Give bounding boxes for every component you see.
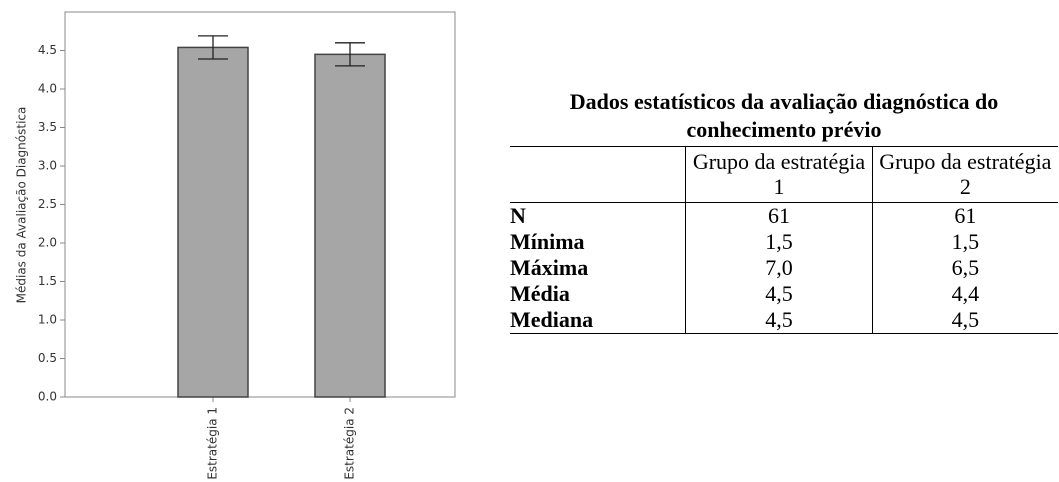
bar (314, 53, 386, 398)
y-tick-label: 1.0 (38, 313, 57, 327)
cell: 4,5 (871, 307, 1058, 334)
chart: Médias da Avaliação Diagnóstica 0.0 0.5 1.… (15, 11, 456, 480)
y-tick-label: 0.5 (38, 351, 57, 365)
corner-cell (510, 146, 686, 203)
cell: 4,4 (871, 281, 1058, 307)
cell: 7,0 (685, 255, 873, 281)
row: N 61 61 (510, 202, 1058, 229)
header-cell: Grupo da estratégia 1 (685, 146, 873, 203)
y-tick-label: 1.5 (38, 274, 57, 288)
row: Média 4,5 4,4 (510, 281, 1058, 307)
y-tick-label: 4.0 (38, 82, 57, 96)
bar (177, 46, 249, 398)
x-tick-label: Estratégia 2 (343, 407, 357, 480)
cell: 4,5 (685, 281, 873, 307)
table: Grupo da estratégia 1 Grupo da estratégia… (510, 146, 1058, 334)
x-tick-label: Estratégia 1 (206, 407, 220, 480)
plot-frame (64, 11, 456, 398)
y-tick-label: 2.0 (38, 236, 57, 250)
cell: 61 (871, 202, 1058, 229)
stats-table: Dados estatísticos da avaliação diagnóst… (510, 88, 1058, 334)
header-cell: Grupo da estratégia 2 (871, 146, 1058, 203)
cell: 4,5 (685, 307, 873, 334)
row-label: N (510, 203, 526, 228)
row-label: Máxima (510, 255, 589, 280)
row: Máxima 7,0 6,5 (510, 255, 1058, 281)
table-title: Dados estatísticos da avaliação diagnóst… (569, 89, 999, 142)
row-label: Média (510, 281, 570, 306)
cell: 1,5 (871, 229, 1058, 255)
row: Mínima 1,5 1,5 (510, 229, 1058, 255)
y-axis-title: Médias da Avaliação Diagnóstica (15, 107, 29, 304)
cell: 61 (685, 202, 873, 229)
y-tick-label: 3.5 (38, 120, 57, 134)
row: Mediana 4,5 4,5 (510, 307, 1058, 334)
y-tick-label: 2.5 (38, 197, 57, 211)
cell: 1,5 (685, 229, 873, 255)
y-tick-label: 3.0 (38, 159, 57, 173)
y-tick-label: 0.0 (38, 390, 57, 404)
cell: 6,5 (871, 255, 1058, 281)
header-row: Grupo da estratégia 1 Grupo da estratégia… (510, 146, 1058, 203)
y-tick-label: 4.5 (38, 43, 57, 57)
row-label: Mínima (510, 229, 585, 254)
row-label: Mediana (510, 307, 686, 334)
